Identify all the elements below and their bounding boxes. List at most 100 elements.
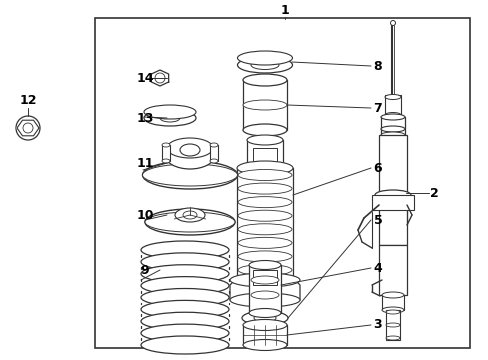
Ellipse shape: [141, 300, 228, 318]
Ellipse shape: [380, 114, 404, 120]
Polygon shape: [151, 70, 168, 86]
Ellipse shape: [164, 141, 215, 169]
Ellipse shape: [145, 209, 235, 235]
Text: 1: 1: [280, 4, 289, 17]
Ellipse shape: [381, 307, 403, 313]
Circle shape: [390, 21, 395, 26]
Ellipse shape: [142, 164, 237, 186]
Ellipse shape: [250, 276, 279, 284]
Ellipse shape: [246, 135, 283, 145]
Polygon shape: [17, 120, 39, 136]
Bar: [252, 270, 276, 285]
Ellipse shape: [238, 224, 291, 235]
Ellipse shape: [238, 197, 291, 208]
Bar: [380, 117, 404, 135]
Text: 6: 6: [373, 162, 382, 175]
Ellipse shape: [384, 95, 400, 99]
Bar: [162, 145, 170, 161]
Ellipse shape: [242, 311, 287, 325]
Ellipse shape: [243, 124, 286, 136]
Ellipse shape: [143, 105, 196, 119]
Ellipse shape: [248, 261, 281, 270]
Bar: [95, 18, 469, 348]
Ellipse shape: [238, 170, 291, 180]
Ellipse shape: [248, 309, 281, 318]
Ellipse shape: [141, 312, 228, 330]
Bar: [371, 195, 413, 210]
Ellipse shape: [141, 241, 228, 259]
Text: 5: 5: [373, 213, 382, 226]
Text: 3: 3: [373, 319, 382, 332]
Text: 8: 8: [373, 59, 382, 72]
Text: 13: 13: [136, 112, 153, 125]
Bar: [243, 325, 286, 345]
Ellipse shape: [141, 288, 228, 306]
Circle shape: [155, 73, 164, 83]
Ellipse shape: [229, 273, 299, 287]
Ellipse shape: [385, 310, 399, 314]
Ellipse shape: [160, 114, 180, 122]
Ellipse shape: [237, 57, 292, 73]
Text: 2: 2: [429, 186, 437, 199]
Bar: [237, 168, 292, 278]
Ellipse shape: [243, 320, 286, 330]
Ellipse shape: [238, 237, 291, 248]
Ellipse shape: [385, 336, 399, 340]
Text: 10: 10: [136, 208, 153, 221]
Ellipse shape: [250, 291, 279, 299]
Ellipse shape: [141, 265, 228, 283]
Bar: [378, 245, 406, 295]
Ellipse shape: [145, 212, 235, 232]
Ellipse shape: [141, 336, 228, 354]
Ellipse shape: [380, 132, 404, 138]
Bar: [381, 295, 403, 310]
Ellipse shape: [243, 100, 286, 110]
Ellipse shape: [237, 51, 292, 65]
Ellipse shape: [143, 110, 196, 126]
Ellipse shape: [374, 190, 410, 200]
Ellipse shape: [385, 323, 399, 327]
Ellipse shape: [381, 292, 403, 298]
Ellipse shape: [380, 126, 404, 132]
Bar: [378, 135, 406, 245]
Text: 14: 14: [136, 72, 153, 85]
Bar: [209, 145, 218, 161]
Ellipse shape: [374, 200, 410, 210]
Ellipse shape: [238, 265, 291, 275]
Ellipse shape: [229, 293, 299, 307]
Ellipse shape: [183, 211, 197, 219]
Text: 7: 7: [373, 102, 382, 114]
Text: 4: 4: [373, 261, 382, 274]
Ellipse shape: [250, 60, 279, 69]
Ellipse shape: [142, 161, 237, 189]
Ellipse shape: [237, 161, 292, 175]
Circle shape: [23, 123, 33, 133]
Text: 11: 11: [136, 157, 153, 170]
Ellipse shape: [238, 251, 291, 262]
Ellipse shape: [175, 208, 204, 222]
Ellipse shape: [243, 339, 286, 351]
Text: 9: 9: [141, 264, 149, 276]
Bar: [246, 140, 283, 168]
Ellipse shape: [141, 253, 228, 271]
Ellipse shape: [238, 210, 291, 221]
Ellipse shape: [253, 314, 275, 322]
Ellipse shape: [384, 113, 400, 117]
Ellipse shape: [162, 143, 170, 147]
Ellipse shape: [141, 324, 228, 342]
Ellipse shape: [180, 144, 200, 156]
Ellipse shape: [246, 163, 283, 173]
Ellipse shape: [167, 138, 213, 158]
Bar: [385, 310, 399, 340]
Bar: [252, 148, 276, 163]
Text: 12: 12: [19, 94, 37, 107]
Ellipse shape: [238, 183, 291, 194]
Bar: [384, 95, 400, 117]
Bar: [248, 265, 281, 313]
Ellipse shape: [209, 159, 218, 163]
Ellipse shape: [162, 159, 170, 163]
Circle shape: [23, 123, 33, 133]
Ellipse shape: [209, 143, 218, 147]
Ellipse shape: [141, 276, 228, 294]
Ellipse shape: [243, 74, 286, 86]
